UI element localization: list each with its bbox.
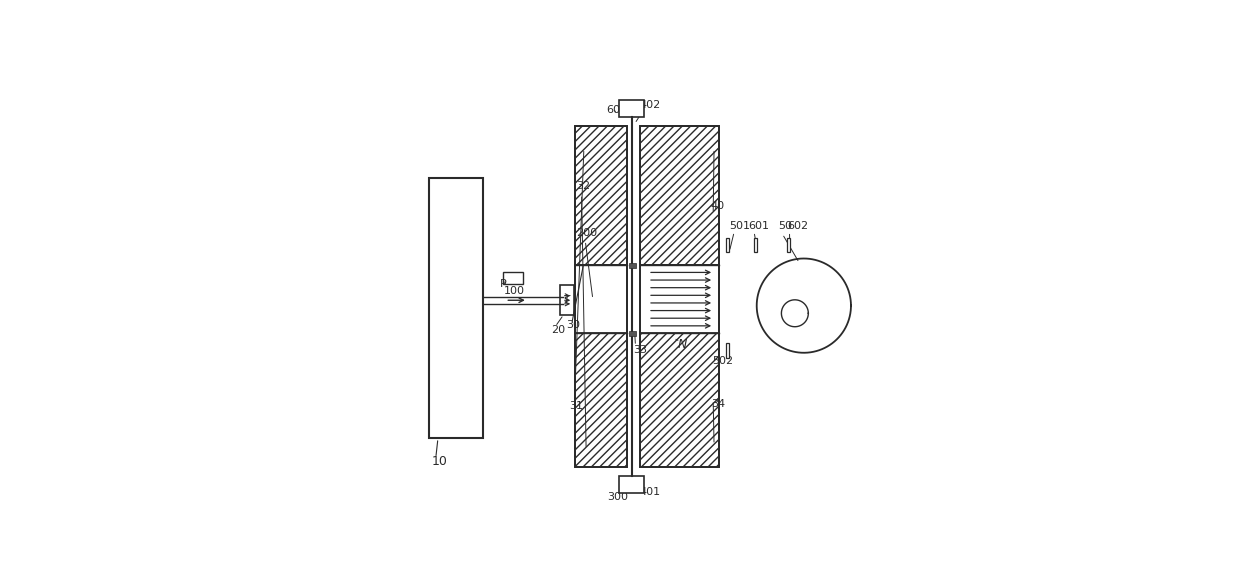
Bar [629, 262, 636, 268]
Bar [575, 265, 626, 333]
Text: 60: 60 [606, 104, 620, 115]
Text: P: P [500, 279, 506, 289]
Text: 34: 34 [711, 399, 725, 409]
Bar [640, 333, 718, 467]
Bar [725, 238, 729, 252]
Bar [629, 331, 636, 336]
Bar [619, 476, 644, 493]
Bar [560, 286, 574, 315]
Text: 200: 200 [577, 228, 598, 238]
Text: 10: 10 [432, 455, 448, 468]
Bar [619, 100, 644, 117]
Bar [429, 178, 482, 438]
Text: 602: 602 [787, 222, 808, 231]
Text: 30: 30 [567, 320, 580, 330]
Bar [503, 272, 523, 284]
Text: 32: 32 [577, 181, 590, 191]
Text: 402: 402 [640, 100, 661, 110]
Text: 401: 401 [640, 487, 661, 497]
Text: T: T [564, 295, 569, 305]
Text: 502: 502 [712, 356, 733, 366]
Text: 20: 20 [551, 325, 564, 335]
Text: 40: 40 [711, 201, 725, 211]
Bar [640, 265, 718, 333]
Text: 50: 50 [777, 222, 792, 231]
Text: N: N [678, 338, 687, 352]
Text: 33: 33 [634, 345, 647, 355]
Bar [575, 333, 626, 467]
Text: 31: 31 [569, 401, 583, 411]
Bar [754, 238, 758, 252]
Text: 100: 100 [503, 286, 525, 296]
Bar [575, 126, 626, 265]
Bar [575, 126, 626, 467]
Bar [786, 238, 790, 252]
Bar [640, 126, 718, 265]
Text: 300: 300 [608, 492, 629, 502]
Bar [640, 126, 718, 467]
Text: 601: 601 [749, 222, 770, 231]
Bar [725, 343, 729, 358]
Text: 501: 501 [729, 222, 750, 231]
